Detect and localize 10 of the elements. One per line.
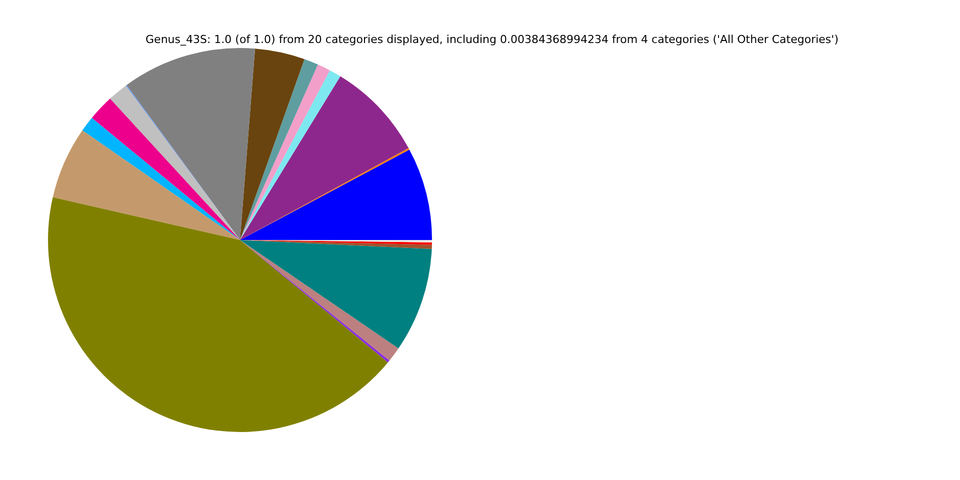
pie-slice [240, 76, 409, 240]
pie-slice [126, 48, 256, 240]
pie-slice [240, 240, 432, 348]
pie-slice [48, 197, 388, 432]
pie-slice [52, 130, 240, 240]
text: Genus_43S: 1.0 (of 1.0) from 20 categories displayed, including 0.00384368994234 from 4 categories ('All Other Categories') [146, 33, 838, 46]
pie-slice [240, 59, 318, 240]
pie-slice [240, 48, 304, 240]
pie-slice [82, 118, 240, 240]
pie-slice [92, 98, 240, 240]
